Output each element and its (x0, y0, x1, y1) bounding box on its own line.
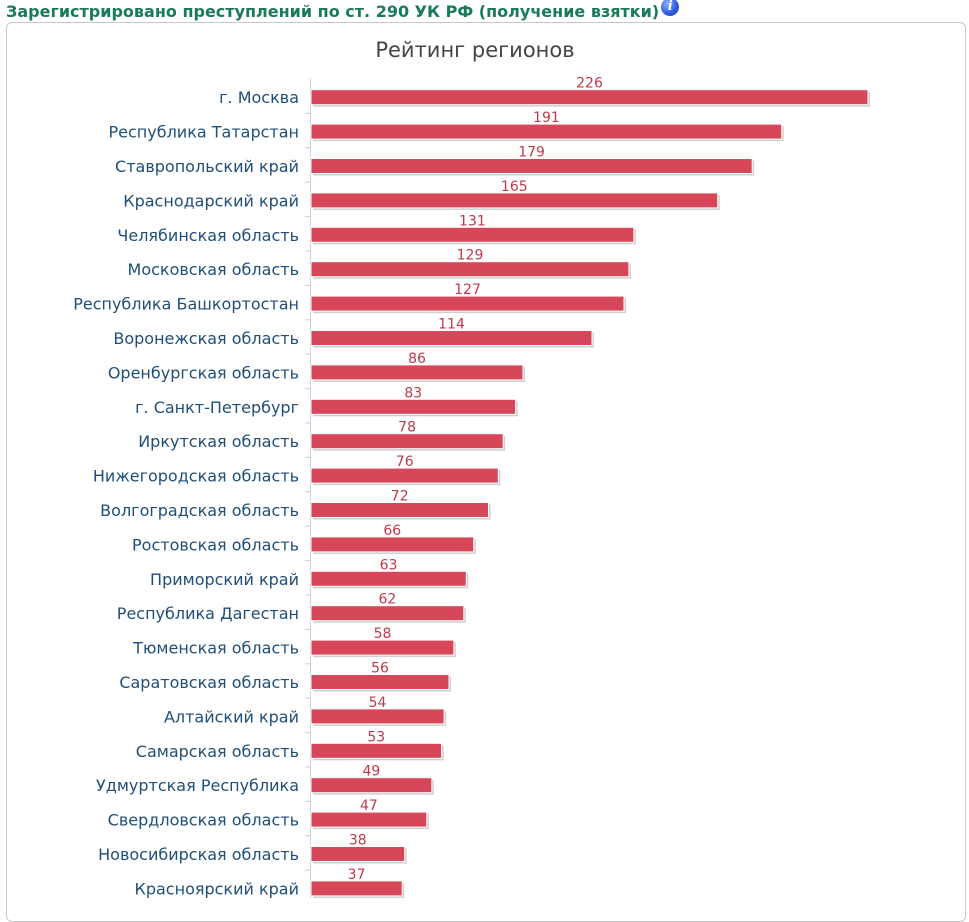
data-label: 38 (349, 833, 367, 849)
category-label: Алтайский край (164, 707, 299, 726)
category-label: Воронежская область (113, 329, 299, 348)
category-label: Московская область (128, 260, 299, 279)
category-label: Тюменская область (132, 639, 299, 658)
category-label: Волгоградская область (100, 501, 299, 520)
category-label: Челябинская область (117, 226, 299, 245)
bar[interactable] (310, 123, 783, 140)
chart-panel: Рейтинг регионов г. Москва Республика Тат… (6, 22, 966, 922)
info-icon[interactable]: i (661, 0, 680, 16)
data-labels: 226 191 179 165 131 129 127 114 86 83 78 76 72 66 63 62… (348, 76, 603, 883)
data-label: 47 (360, 798, 378, 814)
bar[interactable] (310, 674, 450, 690)
category-label: Ставропольский край (115, 157, 299, 176)
data-label: 114 (438, 317, 465, 333)
data-label: 86 (408, 351, 426, 367)
bar[interactable] (310, 880, 403, 897)
bar[interactable] (310, 433, 504, 450)
category-label: Приморский край (150, 570, 299, 589)
category-label: г. Москва (219, 88, 299, 107)
data-label: 72 (391, 489, 409, 505)
data-label: 127 (454, 282, 481, 298)
category-labels: г. Москва Республика Татарстан Ставропольс… (73, 88, 299, 898)
bar[interactable] (310, 777, 433, 794)
data-label: 37 (348, 867, 366, 883)
bar[interactable] (310, 605, 465, 622)
bar[interactable] (310, 89, 869, 106)
bar[interactable] (310, 158, 753, 174)
category-label: Иркутская область (138, 432, 299, 451)
category-label: Республика Татарстан (108, 123, 299, 142)
data-label: 54 (369, 695, 387, 711)
bar[interactable] (310, 639, 455, 656)
category-label: Удмуртская Республика (96, 776, 299, 795)
data-label: 131 (459, 213, 486, 229)
data-label: 58 (374, 626, 392, 642)
category-label: г. Санкт-Петербург (135, 398, 299, 417)
category-label: Ростовская область (132, 535, 299, 554)
bar[interactable] (310, 226, 635, 243)
bar[interactable] (310, 570, 467, 587)
category-label: Оренбургская область (108, 363, 299, 382)
data-label: 49 (362, 764, 380, 780)
bar[interactable] (310, 811, 428, 828)
data-label: 179 (518, 145, 545, 161)
data-label: 76 (396, 454, 414, 470)
bar[interactable] (310, 467, 499, 484)
bar[interactable] (310, 536, 475, 553)
category-label: Республика Дагестан (117, 604, 299, 623)
bar[interactable] (310, 708, 445, 725)
category-label: Свердловская область (108, 811, 299, 830)
bar[interactable] (310, 192, 719, 209)
category-label: Саратовская область (119, 673, 299, 692)
data-label: 78 (398, 420, 416, 436)
category-axis-ticks (305, 112, 311, 871)
data-label: 56 (371, 661, 389, 677)
data-label: 62 (378, 592, 396, 608)
bar-series (310, 89, 870, 898)
bar[interactable] (310, 330, 593, 346)
data-label: 83 (404, 385, 422, 401)
category-label: Новосибирская область (98, 845, 299, 864)
bar[interactable] (310, 261, 630, 278)
bar[interactable] (310, 846, 406, 862)
category-label: Самарская область (136, 742, 299, 761)
data-label: 129 (457, 248, 484, 264)
bar-chart: Рейтинг регионов г. Москва Республика Тат… (73, 38, 870, 898)
data-label: 226 (576, 76, 603, 92)
bar[interactable] (310, 295, 625, 312)
bar[interactable] (310, 502, 489, 518)
data-label: 191 (533, 110, 560, 126)
bar[interactable] (310, 742, 443, 759)
data-label: 63 (380, 557, 398, 573)
data-label: 53 (367, 729, 385, 745)
category-label: Республика Башкортостан (73, 295, 299, 314)
data-label: 66 (383, 523, 401, 539)
page-header: Зарегистрировано преступлений по ст. 290… (6, 0, 680, 22)
chart-title: Рейтинг регионов (375, 38, 574, 62)
category-label: Нижегородская область (93, 467, 299, 486)
category-label: Краснодарский край (123, 191, 299, 210)
page-title: Зарегистрировано преступлений по ст. 290… (6, 1, 660, 21)
data-label: 165 (501, 179, 528, 195)
bar[interactable] (310, 364, 524, 381)
bar[interactable] (310, 398, 517, 415)
category-label: Красноярский край (134, 879, 299, 898)
